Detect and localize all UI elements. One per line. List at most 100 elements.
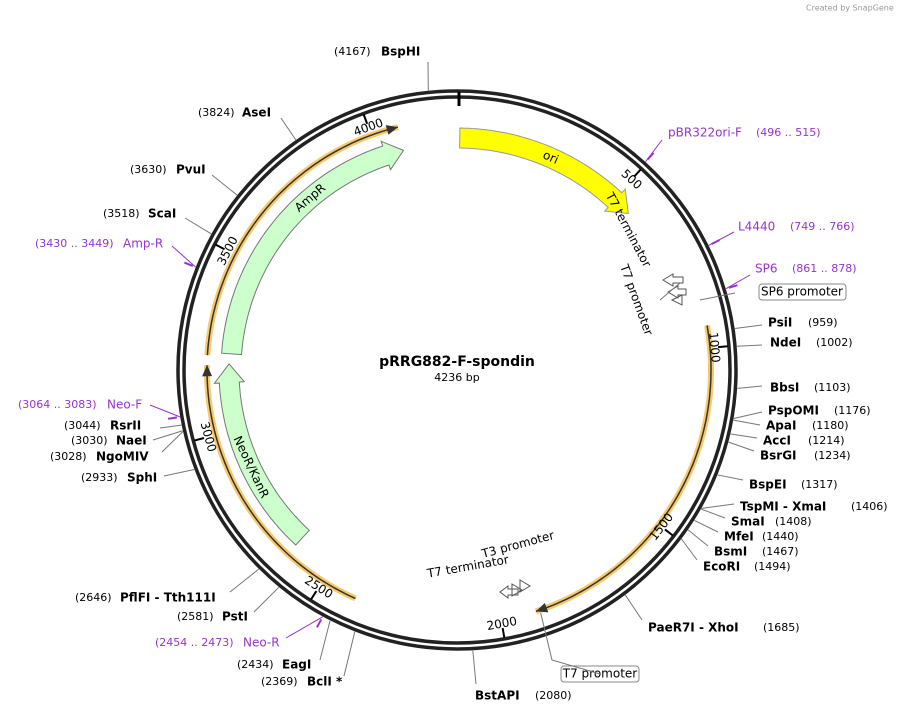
enzyme-name: NdeI	[770, 336, 801, 350]
enzyme-site: (1002)	[816, 336, 853, 349]
primer-mark	[646, 152, 655, 161]
enzyme-site: (1494)	[754, 560, 791, 573]
connector	[539, 282, 736, 675]
site-leader	[681, 538, 698, 561]
site-leader	[319, 620, 331, 661]
enzyme-site: (1685)	[763, 621, 800, 634]
primer-range: (861 .. 878)	[792, 262, 857, 275]
feature-label: ori	[541, 148, 561, 167]
backbone-outer	[176, 89, 738, 651]
enzyme-name: PaeR7I - XhoI	[648, 621, 739, 635]
site-leader	[159, 424, 182, 429]
primer-leader	[725, 274, 751, 290]
site-leader	[733, 411, 763, 420]
gene-line	[535, 325, 712, 613]
element-label: T7 promoter	[617, 262, 656, 338]
primer-leader	[149, 404, 181, 418]
primer-mark	[184, 261, 194, 267]
enzyme-name: BsrGI	[760, 449, 797, 463]
site-leader	[184, 217, 212, 235]
site-leader	[280, 117, 297, 141]
enzyme-site: (2581)	[177, 610, 214, 623]
primer-name: pBR322ori-F	[668, 126, 742, 140]
primer-range: (3430 .. 3449)	[35, 237, 114, 250]
primer-range: (3064 .. 3083)	[18, 398, 97, 411]
enzyme-name: BspHI	[381, 45, 420, 59]
tick-mark	[194, 437, 205, 442]
primer-leader	[171, 245, 196, 268]
primer-range: (496 .. 515)	[756, 126, 821, 139]
enzyme-site: (4167)	[334, 45, 371, 58]
tick-mark	[717, 345, 729, 349]
plasmid-name: pRRG882-F-spondin	[379, 354, 535, 370]
enzyme-name: AseI	[242, 106, 271, 120]
site-leader	[701, 508, 726, 519]
primer-range: (749 .. 766)	[790, 220, 855, 233]
site-leader	[717, 474, 744, 481]
primer-name: Amp-R	[123, 237, 163, 251]
site-leader	[624, 594, 643, 621]
gene-head	[202, 365, 213, 377]
site-leader	[733, 419, 761, 426]
enzyme-site: (1467)	[762, 545, 799, 558]
enzyme-name: PsiI	[768, 316, 792, 330]
enzyme-name: TspMI - XmaI	[740, 500, 826, 514]
enzyme-site: (2434)	[237, 658, 274, 671]
enzyme-name: MfeI	[724, 530, 754, 544]
tick-mark	[362, 114, 369, 125]
enzyme-site: (1408)	[775, 515, 812, 528]
enzyme-name: SmaI	[731, 515, 765, 529]
gene-line	[206, 126, 399, 356]
enzyme-site: (3028)	[50, 450, 87, 463]
enzyme-site: (1317)	[801, 478, 838, 491]
enzyme-name: PvuI	[176, 163, 206, 177]
enzyme-site: (1103)	[814, 381, 851, 394]
tick-mark	[310, 590, 318, 601]
primer-name: SP6	[755, 262, 778, 276]
site-leader	[728, 441, 755, 452]
site-leader	[229, 568, 260, 593]
primer-name: L4440	[738, 220, 775, 234]
enzyme-name: BclI *	[307, 675, 343, 689]
primer-name: Neo-R	[243, 636, 280, 650]
feature-arrow	[221, 140, 405, 356]
backbone-inner	[182, 95, 732, 645]
primer-name: Neo-F	[107, 398, 142, 412]
primer-mark	[167, 416, 178, 420]
enzyme-name: PspOMI	[768, 404, 819, 418]
primer-mark	[711, 239, 721, 245]
enzyme-name: BstAPI	[475, 689, 520, 703]
enzyme-site: (2646)	[75, 591, 112, 604]
site-leader	[343, 631, 356, 677]
primer-mark	[316, 618, 323, 628]
gene-head	[535, 602, 549, 613]
site-leader	[730, 433, 758, 439]
enzyme-name: BspEI	[749, 478, 787, 492]
site-leader	[211, 174, 238, 196]
enzyme-site: (1176)	[834, 404, 871, 417]
feature-arrow	[213, 363, 311, 546]
enzyme-site: (3630)	[130, 163, 167, 176]
site-leader	[161, 431, 184, 453]
enzyme-site: (1180)	[812, 419, 849, 432]
tick-mark	[501, 627, 506, 639]
enzyme-site: (3518)	[103, 207, 140, 220]
tick-label: 2000	[486, 614, 519, 633]
site-leader	[736, 344, 763, 347]
enzyme-name: BbsI	[770, 381, 799, 395]
feature-arrow	[459, 127, 629, 215]
gene-head	[385, 125, 398, 135]
enzyme-site: (2933)	[81, 471, 118, 484]
watermark: Created by SnapGene	[806, 4, 894, 13]
promoter-glyphs	[499, 273, 687, 599]
site-leader	[152, 430, 183, 441]
gene-glow	[534, 324, 714, 615]
gene-line	[206, 365, 356, 600]
enzyme-site: (2080)	[535, 689, 572, 702]
plasmid-length: 4236 bp	[434, 371, 479, 384]
enzyme-site: (1234)	[814, 449, 851, 462]
enzyme-site: (3044)	[64, 419, 101, 432]
enzyme-name: NaeI	[116, 434, 147, 448]
enzyme-site: (1406)	[851, 500, 888, 513]
